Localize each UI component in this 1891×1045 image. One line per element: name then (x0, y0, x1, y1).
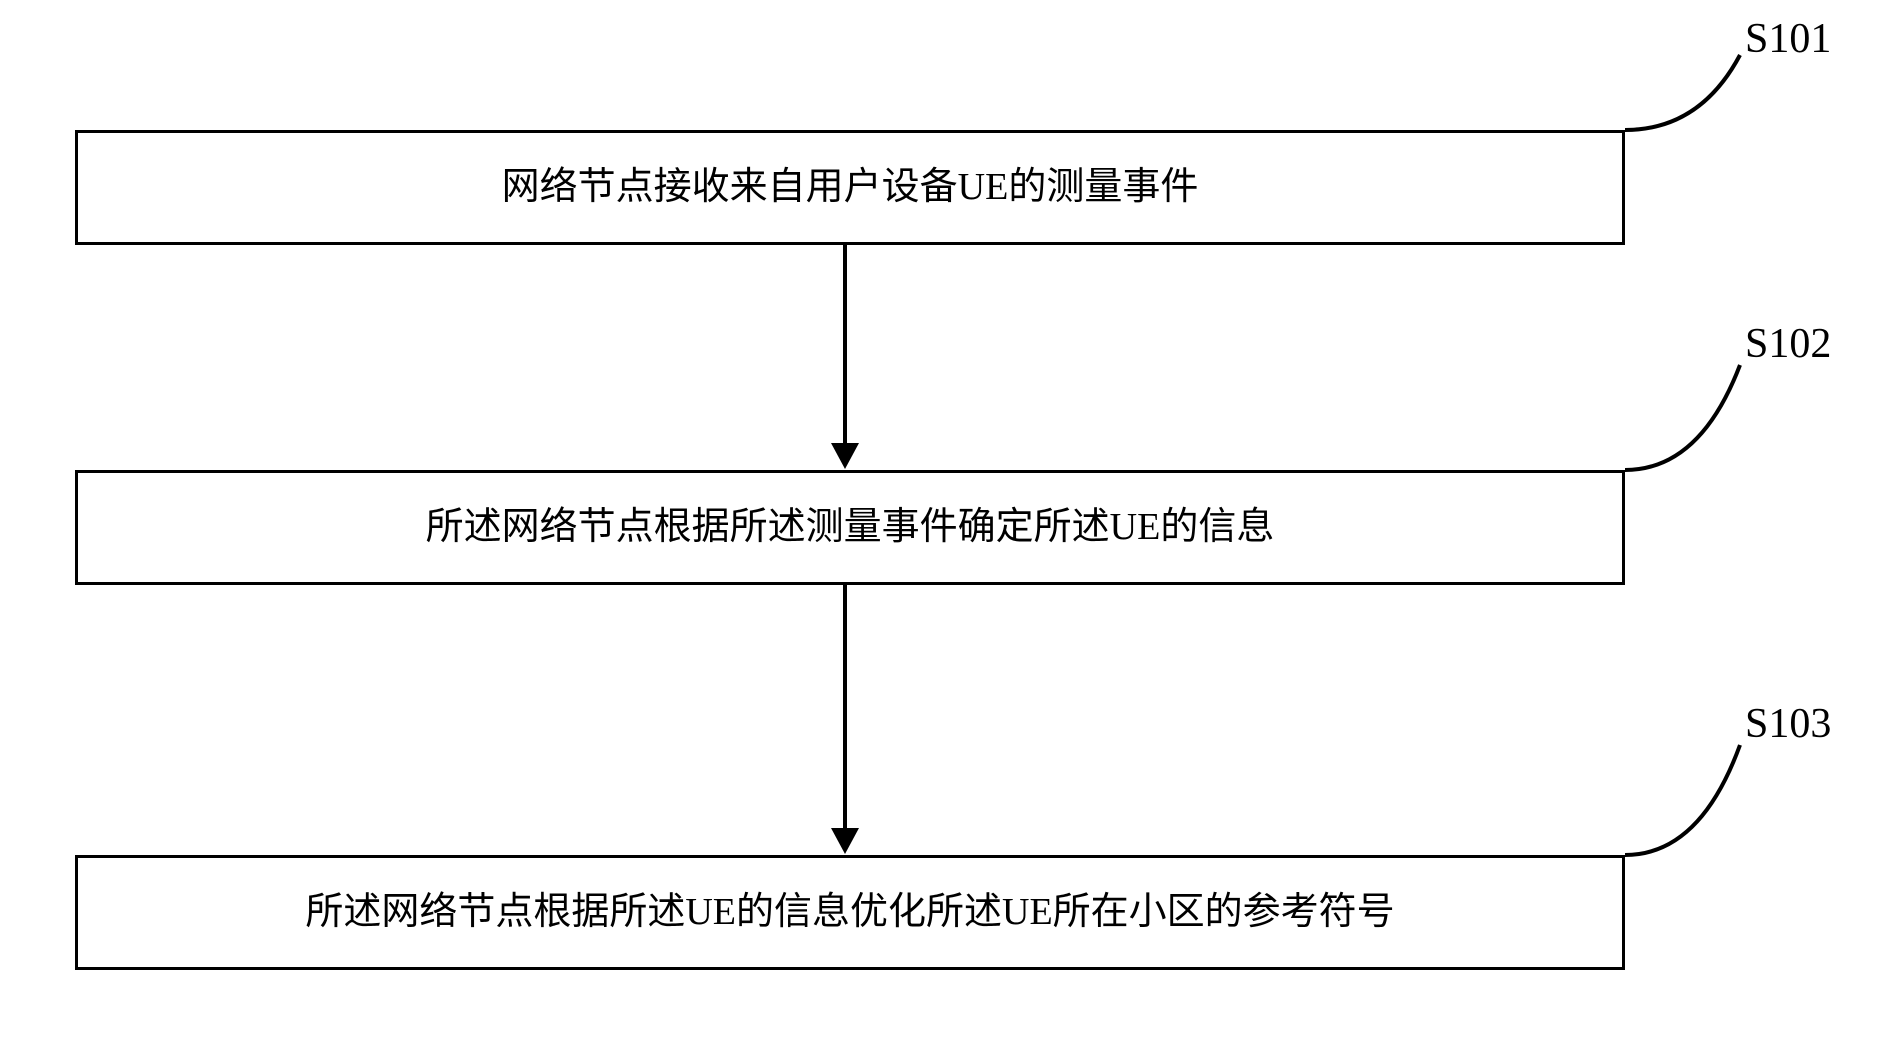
arrow-head-2 (831, 828, 859, 854)
arrow-line-2 (843, 585, 847, 830)
flow-box-1-text: 网络节点接收来自用户设备UE的测量事件 (502, 161, 1199, 214)
flowchart-container: 网络节点接收来自用户设备UE的测量事件 S101 所述网络节点根据所述测量事件确… (0, 0, 1891, 1045)
flow-box-2: 所述网络节点根据所述测量事件确定所述UE的信息 (75, 470, 1625, 585)
arrow-head-1 (831, 443, 859, 469)
connector-curve-3 (1620, 735, 1760, 865)
flow-box-2-text: 所述网络节点根据所述测量事件确定所述UE的信息 (426, 501, 1275, 554)
flow-box-1: 网络节点接收来自用户设备UE的测量事件 (75, 130, 1625, 245)
flow-box-3: 所述网络节点根据所述UE的信息优化所述UE所在小区的参考符号 (75, 855, 1625, 970)
arrow-line-1 (843, 245, 847, 445)
flow-box-3-text: 所述网络节点根据所述UE的信息优化所述UE所在小区的参考符号 (305, 886, 1394, 939)
connector-curve-2 (1620, 355, 1760, 480)
connector-curve-1 (1620, 45, 1760, 140)
